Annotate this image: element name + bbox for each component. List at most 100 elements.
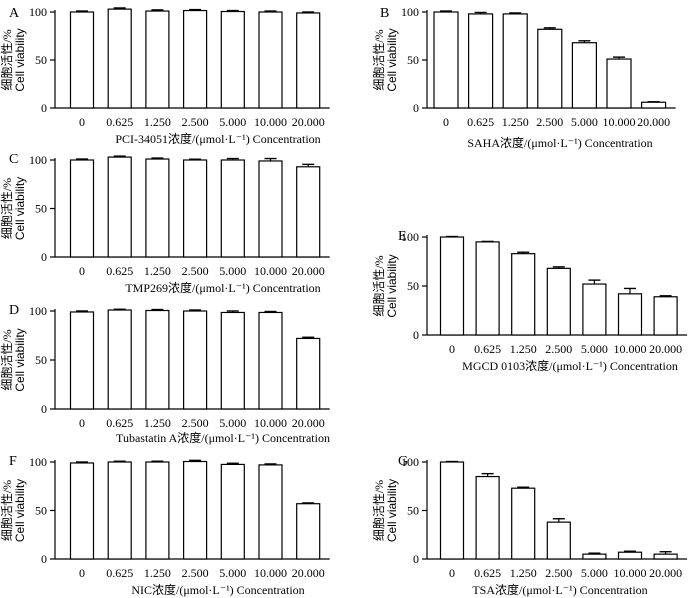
bar-2.500 [183,159,208,258]
panel-letter: A [9,6,20,21]
x-tick-label: 0 [79,416,85,430]
x-tick-label: 1.250 [144,264,171,278]
y-axis-label-en: Cell viability [385,479,399,542]
y-axis-label-en: Cell viability [385,28,399,91]
panel-A: A 细胞活性/% Cell viability 0 50 100 0 0.625 1.250 2.… [0,5,330,146]
bar-0.625 [475,241,500,336]
y-axis-label-zh: 细胞活性/% [0,329,14,390]
y-axis-label-zh: 细胞活性/% [0,29,14,90]
x-tick-label: 2.500 [182,566,209,580]
x-tick-label: 1.250 [144,115,171,129]
x-tick-label: 0.625 [106,115,133,129]
y-tick-label: 100 [29,304,47,318]
bar-0 [433,11,459,109]
y-axis-label-en: Cell viability [13,28,27,91]
x-tick-label: 2.500 [182,264,209,278]
x-tick-label: 2.500 [536,115,563,129]
panel-G: G 细胞活性/% Cell viability 0 50 100 0 0.625 1.250 2.… [372,454,688,597]
bar-0 [69,159,95,258]
x-axis-label: Tubastatin A浓度/(μmol·L⁻¹) Concentration [116,430,330,445]
bar-2.500 [183,460,208,560]
bar-0.625 [107,309,132,410]
bar-20.000 [296,12,321,109]
x-tick-label: 0.625 [474,342,501,356]
panel-letter: E [398,229,407,244]
x-tick-label: 0.625 [106,566,133,580]
x-tick-label: 2.500 [182,115,209,129]
x-tick-label: 2.500 [182,416,209,430]
y-tick-label: 100 [401,230,419,244]
x-tick-label: 5.000 [581,566,608,580]
x-tick-label: 10.000 [614,566,647,580]
x-tick-label: 20.000 [292,264,325,278]
x-tick-label: 0.625 [467,115,494,129]
x-tick-label: 2.500 [545,566,572,580]
bar-5.000 [571,42,598,109]
bar-1.250 [511,253,536,336]
bar-10.000 [258,11,283,109]
bar-1.250 [511,487,536,560]
bar-0.625 [468,13,494,109]
bar-0.625 [107,156,132,258]
panel-letter: D [9,303,19,318]
x-tick-label: 1.250 [144,416,171,430]
x-tick-label: 1.250 [502,115,529,129]
x-tick-label: 20.000 [649,342,682,356]
bar-2.500 [183,310,208,410]
x-tick-label: 0 [79,115,85,129]
bar-0.625 [475,475,500,560]
x-axis-label: TMP269浓度/(μmol·L⁻¹) Concentration [125,280,320,295]
x-tick-label: 1.250 [144,566,171,580]
bar-5.000 [220,463,245,560]
bar-20.000 [653,553,678,560]
bar-5.000 [220,10,245,109]
y-tick-label: 50 [35,504,47,518]
bar-10.000 [617,293,643,336]
x-tick-label: 20.000 [292,416,325,430]
x-tick-label: 20.000 [637,115,670,129]
x-tick-label: 20.000 [292,566,325,580]
x-tick-label: 2.500 [545,342,572,356]
bar-2.500 [183,9,208,109]
panel-F: F 细胞活性/% Cell viability 0 50 100 0 0.625 1.250 2.… [0,454,330,597]
bar-1.250 [145,10,170,109]
bar-0 [69,462,95,560]
x-tick-label: 1.250 [510,342,537,356]
y-axis-label-zh: 细胞活性/% [0,178,14,239]
bar-1.250 [145,309,170,410]
y-tick-label: 100 [29,455,47,469]
x-tick-label: 20.000 [649,566,682,580]
y-axis-label-en: Cell viability [13,328,27,391]
y-tick-label: 100 [401,455,419,469]
y-tick-label: 50 [35,202,47,216]
x-tick-label: 0.625 [474,566,501,580]
y-tick-label: 0 [41,402,47,416]
panel-D: D 细胞活性/% Cell viability 0 50 100 0 0.625 1.250 2.… [0,303,330,445]
x-tick-label: 10.000 [254,566,287,580]
y-tick-label: 50 [407,53,419,67]
x-tick-label: 10.000 [614,342,647,356]
bar-2.500 [537,28,563,109]
bar-0.625 [107,461,132,560]
bar-2.500 [546,267,571,336]
x-tick-label: 10.000 [603,115,636,129]
x-axis-label: MGCD 0103浓度/(μmol·L⁻¹) Concentration [462,358,678,373]
x-tick-label: 10.000 [254,115,287,129]
x-tick-label: 0 [79,264,85,278]
x-tick-label: 5.000 [219,566,246,580]
x-axis-label: SAHA浓度/(μmol·L⁻¹) Concentration [467,135,652,150]
y-tick-label: 0 [41,552,47,566]
panel-letter: B [380,6,389,21]
bar-10.000 [258,311,283,410]
y-tick-label: 0 [41,250,47,264]
bar-0.625 [107,8,132,109]
y-axis-label-zh: 细胞活性/% [0,480,14,541]
bar-20.000 [296,166,321,258]
x-tick-label: 20.000 [292,115,325,129]
y-tick-label: 0 [413,101,419,115]
panel-letter: G [398,454,408,469]
bar-1.250 [502,13,528,109]
bar-1.250 [145,461,170,560]
y-axis-label-en: Cell viability [13,479,27,542]
